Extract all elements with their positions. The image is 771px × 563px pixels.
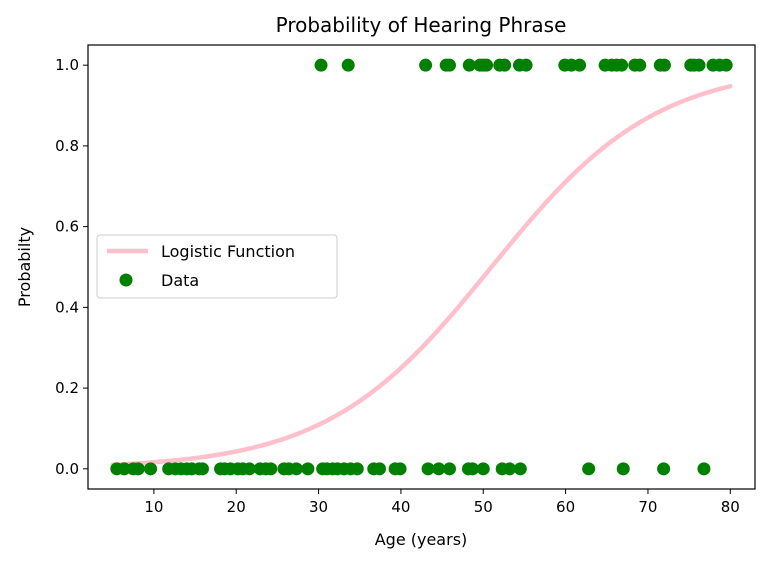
x-tick-label: 50 [474,498,493,516]
legend: Logistic Function Data [96,234,338,299]
data-points [110,58,733,476]
data-point [498,58,512,72]
y-axis-ticks: 0.0 0.2 0.4 0.6 0.8 1.0 [55,56,88,478]
x-axis-ticks: 10 20 30 40 50 60 70 80 [144,489,740,516]
data-point [462,58,476,72]
data-point [615,58,629,72]
data-point [117,462,131,476]
data-point [350,462,364,476]
data-point [442,462,456,476]
y-tick-label: 1.0 [55,56,79,74]
legend-logistic-label: Logistic Function [161,242,295,261]
x-tick-label: 80 [721,498,740,516]
data-point [513,462,527,476]
data-point [144,462,158,476]
legend-box [96,234,338,299]
data-point [301,462,315,476]
legend-data-swatch [119,273,133,287]
data-point [432,462,446,476]
data-point [616,462,630,476]
data-point [657,462,671,476]
y-tick-label: 0.4 [55,298,79,316]
x-tick-label: 70 [638,498,657,516]
data-point [341,58,355,72]
y-tick-label: 0.0 [55,460,79,478]
data-point [519,58,533,72]
data-point [419,58,433,72]
chart-title: Probability of Hearing Phrase [276,13,567,37]
x-tick-label: 20 [227,498,246,516]
data-point [657,58,671,72]
data-point [242,462,256,476]
data-point [421,462,435,476]
y-tick-label: 0.8 [55,137,79,155]
x-tick-label: 40 [391,498,410,516]
data-point [131,462,145,476]
data-point [393,462,407,476]
data-point [582,462,596,476]
data-point [480,58,494,72]
data-point [373,462,387,476]
y-tick-label: 0.2 [55,379,79,397]
y-tick-label: 0.6 [55,218,79,236]
data-point [476,462,490,476]
data-point [503,462,517,476]
data-point [573,58,587,72]
data-point [289,462,303,476]
data-point [195,462,209,476]
data-point [719,58,733,72]
x-tick-label: 60 [556,498,575,516]
plot-frame [87,44,756,490]
data-point [697,462,711,476]
data-point [466,462,480,476]
data-point [264,462,278,476]
data-point [314,58,328,72]
data-point [633,58,647,72]
logistic-function-line [110,83,733,468]
data-point [692,58,706,72]
x-axis-label: Age (years) [375,530,468,549]
legend-data-label: Data [161,271,199,290]
data-point [442,58,456,72]
x-tick-label: 30 [309,498,328,516]
x-tick-label: 10 [144,498,163,516]
y-axis-label: Probabilty [15,227,34,307]
